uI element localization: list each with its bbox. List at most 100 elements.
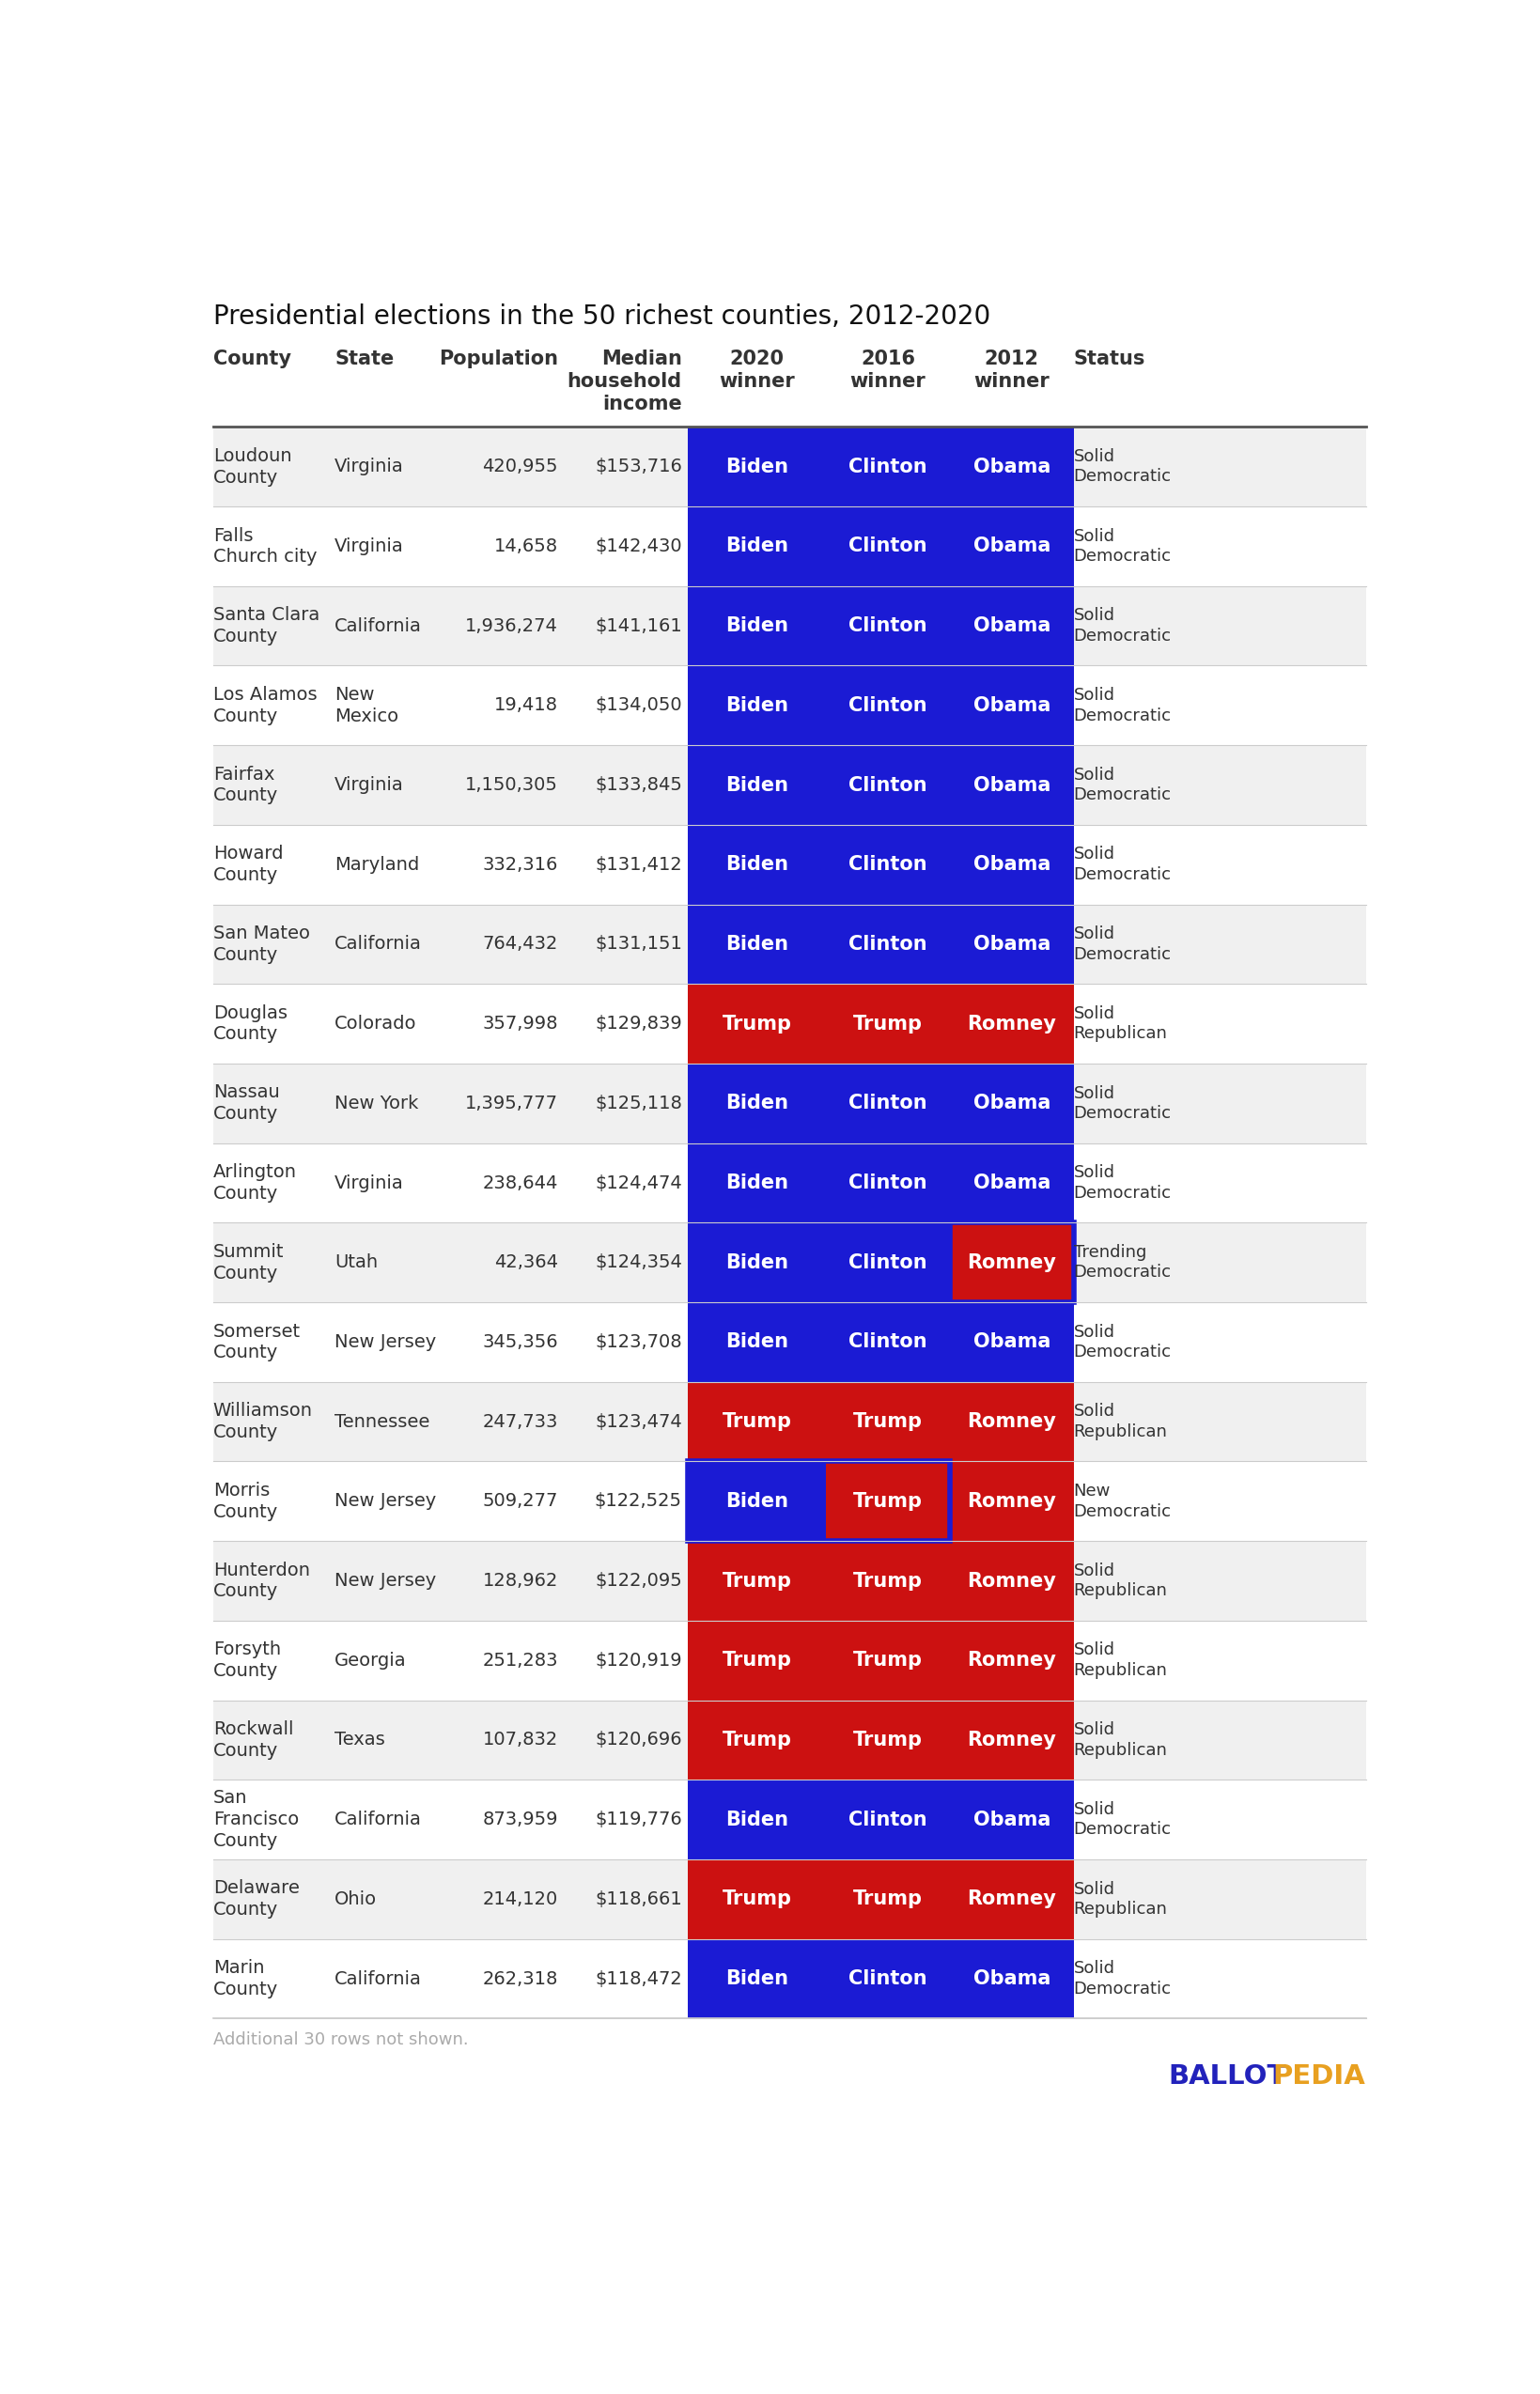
Text: Biden: Biden	[725, 934, 788, 953]
Text: Solid
Republican: Solid Republican	[1073, 1721, 1167, 1760]
Text: $124,474: $124,474	[594, 1173, 682, 1192]
Text: Biden: Biden	[725, 1252, 788, 1271]
Text: Biden: Biden	[725, 697, 788, 716]
Text: 1,395,777: 1,395,777	[465, 1094, 557, 1113]
Text: Romney: Romney	[967, 1652, 1056, 1669]
Text: Solid
Republican: Solid Republican	[1073, 1642, 1167, 1678]
Text: California: California	[334, 936, 422, 953]
Text: Biden: Biden	[725, 1491, 788, 1511]
Text: San Mateo
County: San Mateo County	[213, 924, 310, 965]
Text: Obama: Obama	[973, 1173, 1050, 1192]
Text: Solid
Democratic: Solid Democratic	[1073, 926, 1170, 962]
Bar	[687, 1223, 825, 1302]
Bar	[825, 1142, 949, 1223]
Text: Nassau
County: Nassau County	[213, 1084, 279, 1123]
Text: Clinton: Clinton	[849, 855, 927, 874]
Text: Clinton: Clinton	[849, 697, 927, 716]
Bar	[213, 508, 1366, 587]
Bar	[949, 1621, 1073, 1700]
Text: Solid
Democratic: Solid Democratic	[1073, 608, 1170, 644]
Bar	[825, 1860, 949, 1939]
Bar	[687, 745, 825, 826]
Bar	[949, 1223, 1073, 1302]
Bar	[687, 905, 825, 984]
Text: Solid
Republican: Solid Republican	[1073, 1005, 1167, 1041]
Bar	[687, 1779, 825, 1860]
Text: Howard
County: Howard County	[213, 845, 283, 883]
Text: New Jersey: New Jersey	[334, 1333, 436, 1350]
Text: Solid
Democratic: Solid Democratic	[1073, 1800, 1170, 1839]
Text: Solid
Democratic: Solid Democratic	[1073, 1324, 1170, 1360]
Bar	[825, 1700, 949, 1779]
Bar	[687, 1381, 825, 1460]
Bar	[213, 905, 1366, 984]
Text: Solid
Democratic: Solid Democratic	[1073, 687, 1170, 723]
Bar	[949, 1302, 1073, 1381]
Text: Trump: Trump	[853, 1731, 922, 1750]
Text: 19,418: 19,418	[494, 697, 557, 713]
Text: Obama: Obama	[973, 934, 1050, 953]
Bar	[213, 426, 1366, 508]
Bar	[825, 984, 949, 1063]
Text: Clinton: Clinton	[849, 934, 927, 953]
Bar	[949, 1779, 1073, 1860]
Bar	[949, 984, 1073, 1063]
Text: 509,277: 509,277	[482, 1491, 557, 1511]
Text: Virginia: Virginia	[334, 776, 403, 795]
Text: Population: Population	[439, 350, 557, 369]
Text: Clinton: Clinton	[849, 1252, 927, 1271]
Text: Biden: Biden	[725, 1333, 788, 1353]
Text: Clinton: Clinton	[849, 1094, 927, 1113]
Bar	[687, 1063, 825, 1142]
Text: Romney: Romney	[967, 1252, 1056, 1271]
Text: Trending
Democratic: Trending Democratic	[1073, 1245, 1170, 1281]
Text: $125,118: $125,118	[594, 1094, 682, 1113]
Text: Status: Status	[1073, 350, 1144, 369]
Text: Obama: Obama	[973, 1333, 1050, 1353]
Bar	[213, 984, 1366, 1063]
Text: Colorado: Colorado	[334, 1015, 417, 1032]
Text: Loudoun
County: Loudoun County	[213, 448, 291, 486]
Text: Biden: Biden	[725, 855, 788, 874]
Text: Obama: Obama	[973, 536, 1050, 555]
Text: Delaware
County: Delaware County	[213, 1879, 299, 1918]
Bar	[825, 905, 949, 984]
Bar	[949, 1063, 1073, 1142]
Text: Romney: Romney	[967, 1491, 1056, 1511]
Text: Biden: Biden	[725, 776, 788, 795]
Text: $134,050: $134,050	[594, 697, 682, 713]
Bar	[949, 1381, 1073, 1460]
Bar	[825, 587, 949, 666]
Text: New
Mexico: New Mexico	[334, 685, 399, 725]
Text: California: California	[334, 618, 422, 634]
Text: $120,919: $120,919	[594, 1652, 682, 1669]
Text: Georgia: Georgia	[334, 1652, 407, 1669]
Text: New
Democratic: New Democratic	[1073, 1482, 1170, 1520]
Text: Trump: Trump	[722, 1412, 792, 1432]
Text: Solid
Republican: Solid Republican	[1073, 1563, 1167, 1599]
Bar	[949, 426, 1073, 508]
Text: 2020
winner: 2020 winner	[719, 350, 795, 390]
Text: Biden: Biden	[725, 1970, 788, 1987]
Bar	[687, 984, 825, 1063]
Bar	[213, 587, 1366, 666]
Text: Romney: Romney	[967, 1412, 1056, 1432]
Text: Trump: Trump	[853, 1015, 922, 1034]
Text: Romney: Romney	[967, 1015, 1056, 1034]
Text: Clinton: Clinton	[849, 1970, 927, 1987]
Text: $131,412: $131,412	[594, 855, 682, 874]
Text: $122,525: $122,525	[594, 1491, 682, 1511]
Text: Trump: Trump	[722, 1652, 792, 1669]
Text: Clinton: Clinton	[849, 776, 927, 795]
Text: Clinton: Clinton	[849, 1173, 927, 1192]
Text: New Jersey: New Jersey	[334, 1491, 436, 1511]
Text: $153,716: $153,716	[594, 457, 682, 476]
Bar	[687, 1860, 825, 1939]
Text: $133,845: $133,845	[594, 776, 682, 795]
Bar	[687, 1142, 825, 1223]
Text: $120,696: $120,696	[594, 1731, 682, 1750]
Text: 2012
winner: 2012 winner	[973, 350, 1049, 390]
Text: Clinton: Clinton	[849, 536, 927, 555]
Text: Obama: Obama	[973, 457, 1050, 476]
Text: Santa Clara
County: Santa Clara County	[213, 606, 319, 646]
